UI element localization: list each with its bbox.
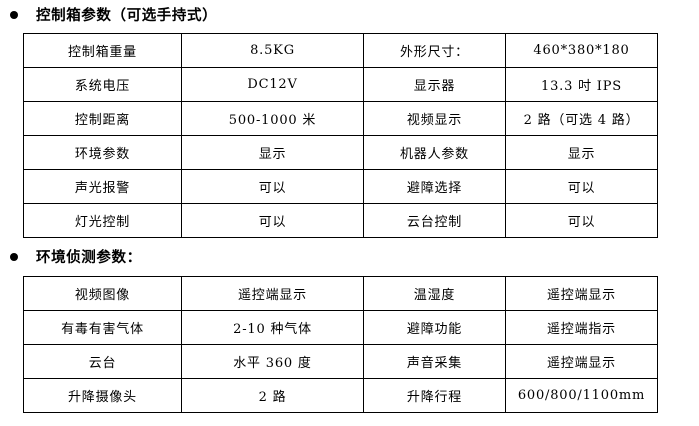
cell-param-name: 声音采集 (363, 344, 506, 379)
section-heading-control-box: 控制箱参数（可选手持式） (10, 4, 217, 25)
cell-param-name: 云台 (23, 344, 182, 379)
control-box-parameters-table: 控制箱重量 8.5KG 外形尺寸： 460*380*180 系统电压 DC12V… (23, 33, 658, 238)
cell-param-name: 升降行程 (363, 378, 506, 413)
cell-param-value: 2 路（可选 4 路） (505, 101, 658, 136)
table-row: 灯光控制 可以 云台控制 可以 (23, 203, 658, 238)
cell-param-value: 8.5KG (181, 33, 364, 68)
section-heading-environment-detection: 环境侦测参数： (10, 246, 142, 267)
cell-param-value: 遥控端显示 (505, 344, 658, 379)
bullet-icon (10, 252, 18, 261)
table-row: 云台 水平 360 度 声音采集 遥控端显示 (23, 344, 658, 379)
cell-param-name: 声光报警 (23, 169, 182, 204)
cell-param-name: 机器人参数 (363, 135, 506, 170)
cell-param-name: 系统电压 (23, 67, 182, 102)
section-title: 控制箱参数（可选手持式） (36, 7, 218, 24)
cell-param-value: 600/800/1100mm (505, 378, 658, 413)
cell-param-name: 控制距离 (23, 101, 182, 136)
cell-param-name: 避障选择 (363, 169, 506, 204)
cell-param-name: 有毒有害气体 (23, 310, 182, 345)
bullet-icon (10, 10, 18, 19)
environment-detection-parameters-table: 视频图像 遥控端显示 温湿度 遥控端显示 有毒有害气体 2-10 种气体 避障功… (23, 276, 658, 413)
cell-param-name: 视频图像 (23, 276, 182, 311)
cell-param-value: 显示 (181, 135, 364, 170)
cell-param-value: DC12V (181, 67, 364, 102)
table-row: 环境参数 显示 机器人参数 显示 (23, 135, 658, 170)
table-row: 控制距离 500-1000 米 视频显示 2 路（可选 4 路） (23, 101, 658, 136)
cell-param-value: 显示 (505, 135, 658, 170)
cell-param-value: 可以 (505, 169, 658, 204)
cell-param-name: 视频显示 (363, 101, 506, 136)
table-row: 系统电压 DC12V 显示器 13.3 吋 IPS (23, 67, 658, 102)
cell-param-name: 升降摄像头 (23, 378, 182, 413)
cell-param-value: 可以 (181, 203, 364, 238)
cell-param-name: 环境参数 (23, 135, 182, 170)
table-row: 升降摄像头 2 路 升降行程 600/800/1100mm (23, 378, 658, 413)
cell-param-value: 遥控端显示 (505, 276, 658, 311)
cell-param-name: 灯光控制 (23, 203, 182, 238)
cell-param-value: 遥控端指示 (505, 310, 658, 345)
section-title: 环境侦测参数： (36, 249, 142, 266)
cell-param-value: 500-1000 米 (181, 101, 364, 136)
cell-param-name: 外形尺寸： (363, 33, 506, 68)
cell-param-name: 温湿度 (363, 276, 506, 311)
table-row: 声光报警 可以 避障选择 可以 (23, 169, 658, 204)
cell-param-value: 13.3 吋 IPS (505, 67, 658, 102)
cell-param-value: 可以 (181, 169, 364, 204)
cell-param-value: 2 路 (181, 378, 364, 413)
table-row: 控制箱重量 8.5KG 外形尺寸： 460*380*180 (23, 33, 658, 68)
cell-param-value: 水平 360 度 (181, 344, 364, 379)
cell-param-value: 遥控端显示 (181, 276, 364, 311)
cell-param-value: 460*380*180 (505, 33, 658, 68)
table-row: 有毒有害气体 2-10 种气体 避障功能 遥控端指示 (23, 310, 658, 345)
cell-param-value: 可以 (505, 203, 658, 238)
cell-param-name: 控制箱重量 (23, 33, 182, 68)
cell-param-name: 避障功能 (363, 310, 506, 345)
table-row: 视频图像 遥控端显示 温湿度 遥控端显示 (23, 276, 658, 311)
cell-param-name: 云台控制 (363, 203, 506, 238)
cell-param-value: 2-10 种气体 (181, 310, 364, 345)
cell-param-name: 显示器 (363, 67, 506, 102)
